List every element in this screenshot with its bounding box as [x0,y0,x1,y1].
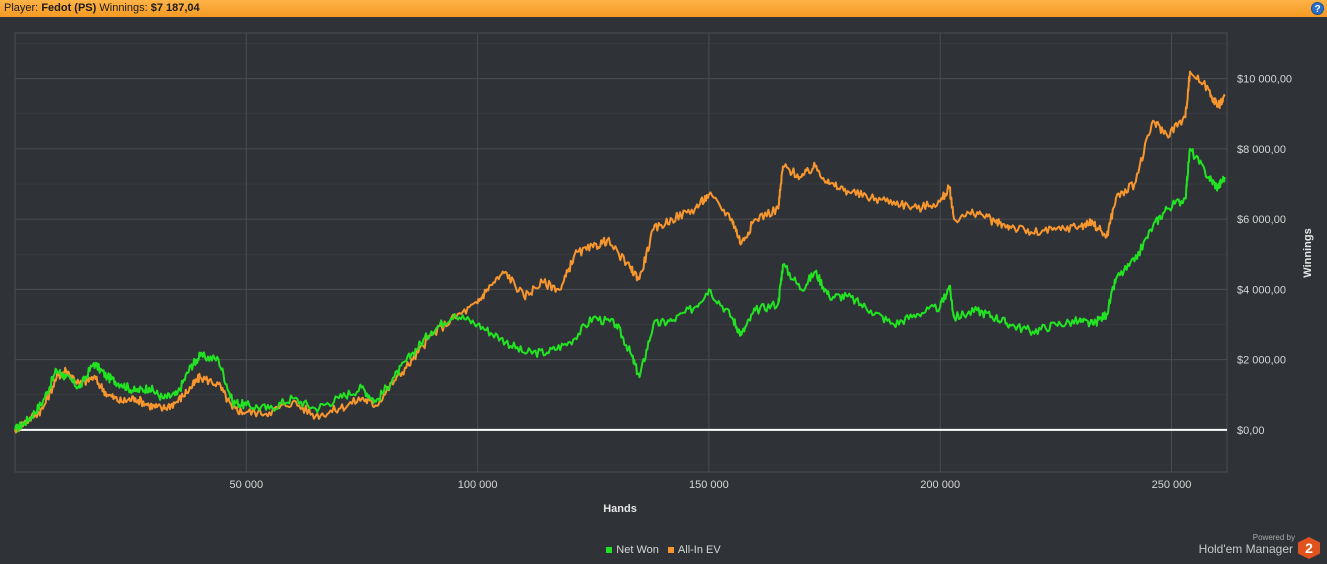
player-name: Fedot (PS) [41,2,97,14]
powered-by-text: Powered by [1252,533,1295,542]
header-bar: Player: Fedot (PS) Winnings: $7 187,04 ? [0,0,1327,17]
x-tick-label: 200 000 [920,479,960,491]
legend-label-all-in-ev: All-In EV [677,544,721,556]
hem-logo-icon: 2 [1298,537,1320,559]
brand-name: Hold'em Manager [1198,542,1293,556]
winnings-label: Winnings: [99,2,148,14]
legend: Net Won All-In EV [0,544,1327,556]
legend-swatch-net-won [606,547,613,554]
y-tick-label: $6 000,00 [1237,214,1286,226]
x-axis-label: Hands [603,503,637,515]
x-tick-label: 250 000 [1152,479,1192,491]
legend-swatch-all-in-ev [667,547,674,554]
axes: 50 000 100 000 150 000 200 000 250 000 $0,00 $… [229,74,1292,491]
x-tick-label: 50 000 [229,479,263,491]
legend-item-all-in-ev[interactable]: All-In EV [667,544,721,556]
plot-area [14,32,1228,473]
y-tick-label: $10 000,00 [1237,74,1292,86]
grid [14,32,1228,473]
y-tick-label: $2 000,00 [1237,355,1286,367]
legend-label-net-won: Net Won [616,544,659,556]
y-axis-label: Winnings [1302,228,1314,277]
x-tick-label: 100 000 [458,479,498,491]
help-icon[interactable]: ? [1311,2,1324,15]
y-tick-label: $4 000,00 [1237,284,1286,296]
legend-item-net-won[interactable]: Net Won [606,544,659,556]
series-lines [14,70,1227,434]
y-tick-label: $0,00 [1237,425,1265,437]
player-label: Player: [4,2,39,14]
series-line-net-won [14,147,1226,433]
winnings-value: $7 187,04 [150,2,200,14]
series-line-all-in-ev [14,70,1226,434]
x-tick-label: 150 000 [689,479,729,491]
winnings-chart: 50 000 100 000 150 000 200 000 250 000 $0,00 $… [14,32,1314,515]
y-tick-label: $8 000,00 [1237,144,1286,156]
